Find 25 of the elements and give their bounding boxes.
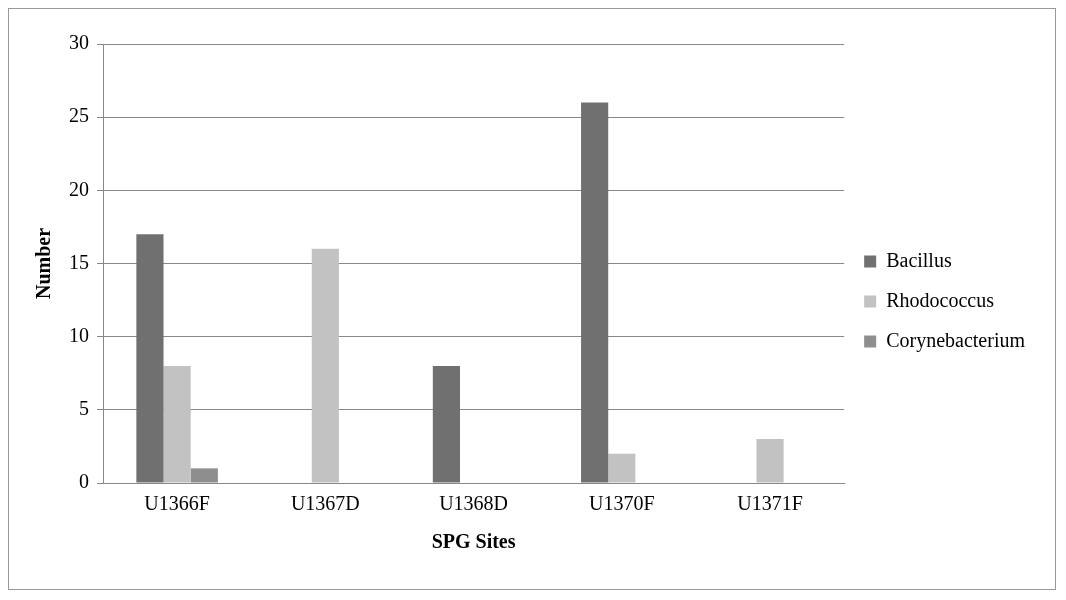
y-axis-title: Number: [32, 227, 55, 300]
bar: [756, 439, 784, 483]
y-tick-label: 30: [69, 31, 89, 54]
bar: [190, 468, 218, 483]
legend-label: Corynebacterium: [886, 328, 1026, 352]
y-tick-label: 0: [79, 470, 89, 493]
bar: [432, 365, 460, 483]
y-tick-label: 20: [69, 177, 89, 200]
legend-label: Bacillus: [886, 248, 952, 271]
x-tick-label: U1366F: [144, 492, 210, 515]
y-tick-label: 25: [69, 104, 89, 127]
bar: [608, 453, 636, 483]
legend-label: Rhodococcus: [886, 288, 995, 311]
bar: [163, 365, 191, 483]
bar: [136, 234, 164, 483]
x-tick-label: U1368D: [439, 492, 509, 515]
y-tick-label: 15: [69, 250, 89, 273]
bar: [581, 102, 609, 483]
bar: [311, 248, 339, 483]
x-tick-label: U1370F: [589, 492, 655, 515]
x-axis-title: SPG Sites: [431, 530, 516, 553]
y-tick-label: 5: [79, 397, 89, 420]
x-tick-label: U1367D: [290, 492, 360, 515]
y-tick-label: 10: [69, 323, 89, 346]
x-tick-label: U1371F: [737, 492, 803, 515]
